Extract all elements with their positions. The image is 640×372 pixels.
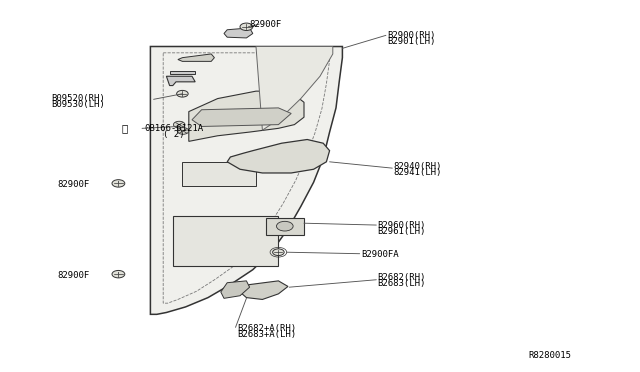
Text: 82940(RH): 82940(RH)	[394, 162, 442, 171]
Polygon shape	[266, 218, 304, 235]
Text: B2961(LH): B2961(LH)	[378, 227, 426, 236]
Text: Ⓢ: Ⓢ	[122, 124, 128, 133]
Circle shape	[273, 249, 284, 256]
Polygon shape	[227, 140, 330, 173]
Text: B2900(RH): B2900(RH)	[387, 31, 436, 40]
Circle shape	[240, 23, 253, 31]
Text: 82900F: 82900F	[250, 20, 282, 29]
Circle shape	[112, 270, 125, 278]
Text: B2900FA: B2900FA	[362, 250, 399, 259]
Circle shape	[112, 180, 125, 187]
Text: B2682(RH): B2682(RH)	[378, 273, 426, 282]
Text: B2683(LH): B2683(LH)	[378, 279, 426, 288]
Text: 0B166-6121A: 0B166-6121A	[144, 124, 203, 133]
Text: ( 2): ( 2)	[163, 130, 185, 139]
Text: 82900F: 82900F	[58, 180, 90, 189]
Polygon shape	[224, 28, 253, 38]
Text: 82900F: 82900F	[58, 271, 90, 280]
Polygon shape	[166, 76, 195, 86]
Polygon shape	[256, 46, 333, 130]
Polygon shape	[189, 91, 304, 141]
Polygon shape	[178, 54, 214, 61]
Circle shape	[177, 90, 188, 97]
Text: B2901(LH): B2901(LH)	[387, 37, 436, 46]
Text: R8280015: R8280015	[528, 351, 571, 360]
Polygon shape	[150, 46, 342, 314]
Text: B2683+A(LH): B2683+A(LH)	[237, 330, 296, 339]
Circle shape	[276, 221, 293, 231]
Polygon shape	[182, 162, 256, 186]
Polygon shape	[173, 216, 278, 266]
Text: B2682+A(RH): B2682+A(RH)	[237, 324, 296, 333]
Polygon shape	[170, 71, 195, 74]
Text: B09520(RH): B09520(RH)	[51, 94, 105, 103]
Circle shape	[177, 128, 189, 134]
Polygon shape	[192, 108, 291, 126]
Text: B09530(LH): B09530(LH)	[51, 100, 105, 109]
Text: B2960(RH): B2960(RH)	[378, 221, 426, 230]
Text: 82941(LH): 82941(LH)	[394, 169, 442, 177]
Polygon shape	[240, 281, 288, 299]
Circle shape	[173, 121, 185, 128]
Polygon shape	[221, 281, 250, 298]
